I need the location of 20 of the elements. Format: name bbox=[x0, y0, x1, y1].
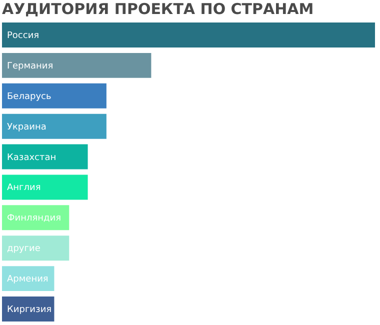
y-tick-label: Финляндия bbox=[7, 214, 62, 224]
bar bbox=[2, 83, 106, 108]
y-tick-label: Армения bbox=[7, 274, 48, 285]
y-tick-label: Англия bbox=[7, 183, 41, 194]
bar bbox=[2, 52, 152, 78]
y-tick-label: Россия bbox=[7, 31, 40, 42]
chart-title: АУДИТОРИЯ ПРОЕКТА ПО СТРАНАМ bbox=[2, 0, 314, 18]
bar bbox=[2, 266, 54, 292]
y-tick-label: Киргизия bbox=[7, 304, 52, 315]
bar bbox=[2, 236, 70, 261]
bar bbox=[2, 114, 106, 139]
bar bbox=[2, 174, 88, 200]
bar bbox=[2, 22, 375, 48]
bar bbox=[2, 205, 70, 230]
y-tick-label: другие bbox=[7, 244, 41, 254]
y-tick-label: Казахстан bbox=[7, 152, 56, 163]
bar bbox=[2, 144, 88, 170]
y-tick-label: Беларусь bbox=[7, 92, 52, 102]
y-tick-label: Германия bbox=[7, 61, 54, 72]
y-tick-label: Украина bbox=[7, 122, 46, 132]
